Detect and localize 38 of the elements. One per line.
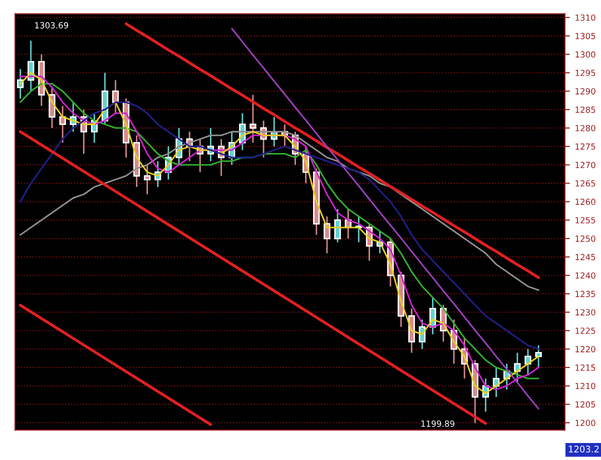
y-tick-label: 1305 <box>576 32 596 40</box>
line-series <box>124 22 540 279</box>
y-tick-label: 1245 <box>576 254 596 260</box>
y-tick-label: 1225 <box>576 328 596 334</box>
line-series <box>18 130 488 425</box>
y-tick-label: 1265 <box>576 180 596 187</box>
y-tick-label: 1290 <box>576 88 596 94</box>
candlestick <box>334 208 341 243</box>
y-tick-label: 1220 <box>576 346 596 352</box>
y-tick-label: 1250 <box>576 236 596 242</box>
y-tick-label: 1210 <box>576 382 596 390</box>
line-series <box>18 304 212 426</box>
y-tick-label: 1205 <box>576 401 596 408</box>
annotation: 1199.89 <box>421 420 454 427</box>
y-tick-label: 1200 <box>576 420 596 426</box>
candlestick <box>324 216 330 254</box>
y-tick-label: 1240 <box>576 272 596 279</box>
candlestick <box>535 344 542 368</box>
y-tick-label: 1295 <box>576 70 596 76</box>
y-tick-label: 1275 <box>576 143 596 150</box>
candlestick <box>112 79 119 114</box>
y-tick-label: 1235 <box>576 290 596 298</box>
candlestick <box>250 94 256 144</box>
y-tick-label: 1255 <box>576 217 596 224</box>
text: 1203.2 <box>568 446 599 452</box>
candlestick <box>144 164 151 196</box>
candlestick <box>48 86 56 129</box>
y-tick-label: 1310 <box>576 14 596 21</box>
y-tick-label: 1230 <box>576 309 596 316</box>
y-tick-label: 1270 <box>576 162 596 168</box>
y-tick-label: 1285 <box>576 106 596 113</box>
y-tick-label: 1300 <box>576 51 596 58</box>
y-tick-label: 1260 <box>576 198 596 205</box>
annotation: 1303.69 <box>35 22 68 28</box>
line-series <box>231 28 540 410</box>
y-tick-label: 1280 <box>576 124 596 132</box>
candlestick <box>524 348 532 376</box>
y-tick-label: 1215 <box>576 364 596 371</box>
